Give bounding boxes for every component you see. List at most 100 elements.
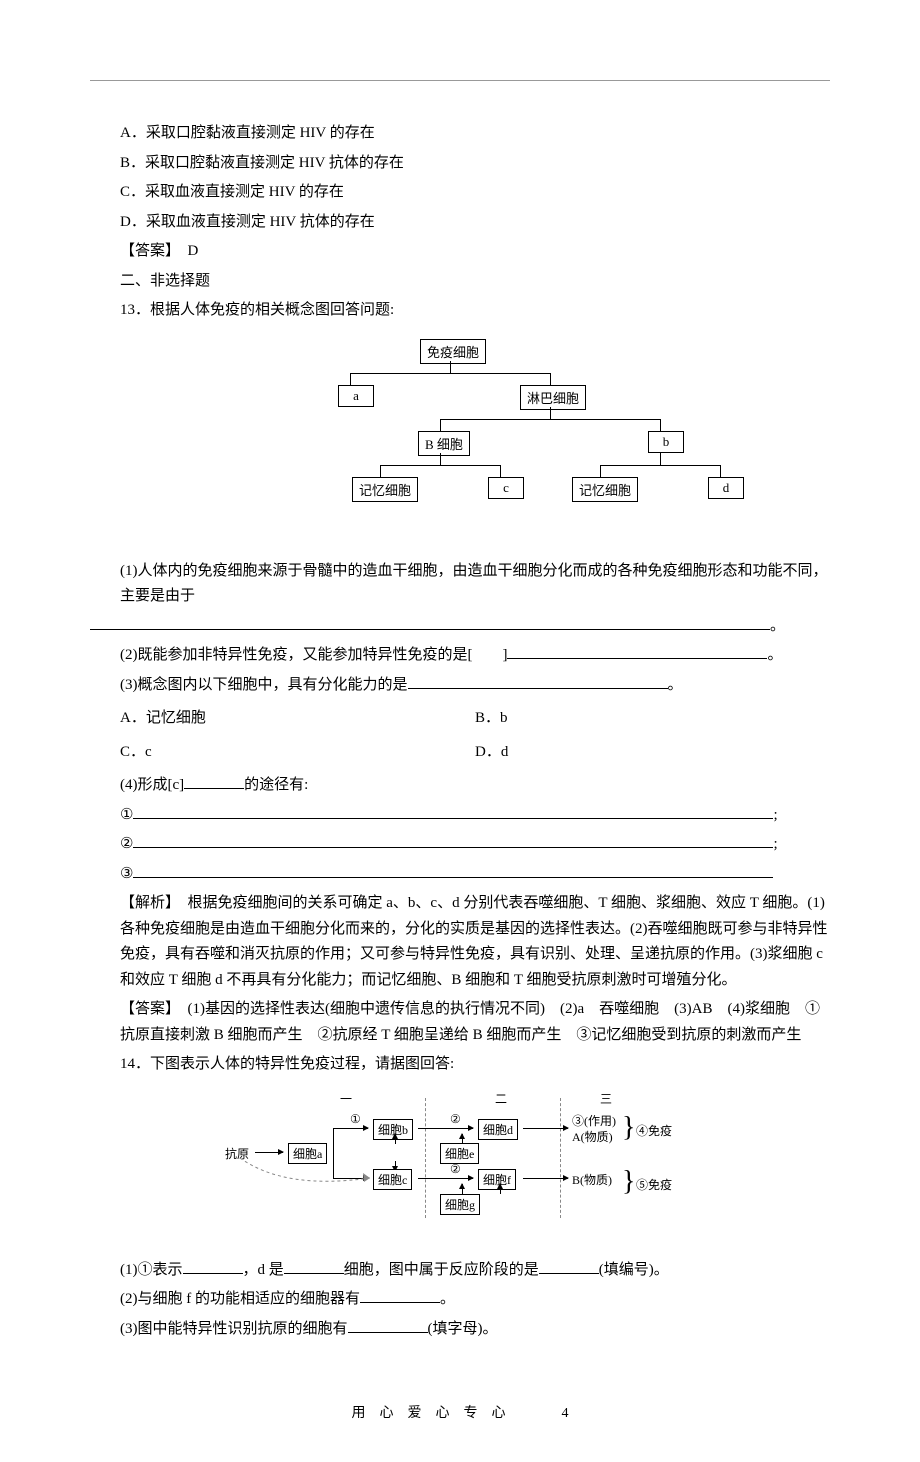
d1-a: a xyxy=(338,385,374,407)
arrow xyxy=(523,1178,568,1179)
cell-e: 细胞e xyxy=(440,1143,479,1164)
option-d: D．采取血液直接测定 HIV 抗体的存在 xyxy=(90,210,830,236)
d1-line xyxy=(600,465,720,466)
option-b: B．采取口腔黏液直接测定 HIV 抗体的存在 xyxy=(90,151,830,177)
stage-2: 二 xyxy=(495,1090,507,1107)
arrow xyxy=(462,1134,463,1144)
analysis-text: 根据免疫细胞间的关系可确定 a、b、c、d 分别代表吞噬细胞、T 细胞、浆细胞、… xyxy=(120,895,828,988)
imm-5: ⑤免疫 xyxy=(636,1176,672,1193)
q13-p2: (2)既能参加非特异性免疫，又能参加特异性免疫的是[ ]。 xyxy=(90,643,830,669)
option-a: A．采取口腔黏液直接测定 HIV 的存在 xyxy=(90,121,830,147)
d1-line xyxy=(720,465,721,477)
brace-1: } xyxy=(622,1114,635,1142)
imm-4: ④免疫 xyxy=(636,1122,672,1139)
q14-stem: 14．下图表示人体的特异性免疫过程，请据图回答: xyxy=(90,1052,830,1078)
d1-d: d xyxy=(708,477,744,499)
section-2-heading: 二、非选择题 xyxy=(90,269,830,295)
stage-3: 三 xyxy=(600,1090,612,1107)
d1-lymph: 淋巴细胞 xyxy=(520,385,586,410)
b-sub: B(物质) xyxy=(572,1171,612,1188)
circ-3: ③(作用) xyxy=(572,1112,616,1129)
footer-motto: 用心爱心专心 xyxy=(352,1406,520,1421)
arrow xyxy=(500,1184,501,1194)
q13-p3-text: (3)概念图内以下细胞中，具有分化能力的是 xyxy=(120,677,408,693)
q13-p1-blank: 。 xyxy=(90,614,830,640)
stage-1: 一 xyxy=(340,1090,352,1107)
top-rule xyxy=(90,80,830,81)
q13-answer: 【答案】 (1)基因的选择性表达(细胞中遗传信息的执行情况不同) (2)a 吞噬… xyxy=(90,997,830,1048)
q13-p1: (1)人体内的免疫细胞来源于骨髓中的造血干细胞，由造血干细胞分化而成的各种免疫细… xyxy=(90,559,830,610)
q13-c1-num: ① xyxy=(120,807,133,823)
q14-diagram: 一 二 三 抗原 细胞a ① 细胞b ② 细胞d ③(作用) A(物质) } ④… xyxy=(220,1090,700,1240)
circ-1: ① xyxy=(350,1112,361,1127)
d1-line xyxy=(440,419,660,420)
arrow xyxy=(523,1128,568,1129)
d1-mem1: 记忆细胞 xyxy=(352,477,418,502)
q13-p4: (4)形成[c] 的途径有: xyxy=(90,773,830,799)
option-c: C．采取血液直接测定 HIV 的存在 xyxy=(90,180,830,206)
page-footer: 用心爱心专心 4 xyxy=(90,1402,830,1422)
d1-line xyxy=(600,465,601,477)
q14-p3b: (填字母)。 xyxy=(428,1321,498,1337)
d1-top: 免疫细胞 xyxy=(420,339,486,364)
dashed-arc xyxy=(225,1152,375,1192)
d1-line xyxy=(350,373,550,374)
d1-line xyxy=(440,419,441,431)
q13-p4b: 的途径有: xyxy=(244,777,308,793)
d1-line xyxy=(440,453,441,465)
q13-diagram: 免疫细胞 a 淋巴细胞 B 细胞 b 记忆细胞 c 记忆细胞 d xyxy=(260,339,660,539)
d1-bcell: B 细胞 xyxy=(418,431,470,456)
d1-line xyxy=(500,465,501,477)
d1-c: c xyxy=(488,477,524,499)
d1-line xyxy=(350,373,351,385)
analysis-label: 【解析】 xyxy=(120,895,173,911)
q13-p3: (3)概念图内以下细胞中，具有分化能力的是。 xyxy=(90,673,830,699)
circ-2b: ② xyxy=(450,1162,461,1177)
q13-c3: ③ xyxy=(90,862,830,888)
q13-c1: ①; xyxy=(90,803,830,829)
footer-page-number: 4 xyxy=(562,1406,569,1422)
q13-c2-num: ② xyxy=(120,836,133,852)
q13-c2: ②; xyxy=(90,832,830,858)
arrow xyxy=(395,1134,396,1144)
q14-p1a: (1)①表示 xyxy=(120,1262,183,1278)
d1-line xyxy=(550,373,551,385)
q14-p1c: 细胞，图中属于反应阶段的是 xyxy=(344,1262,539,1278)
q14-p2a: (2)与细胞 f 的功能相适应的细胞器有 xyxy=(120,1291,360,1307)
q14-p1b: ，d 是 xyxy=(243,1262,284,1278)
d1-line xyxy=(380,465,381,477)
circ-2a: ② xyxy=(450,1112,461,1127)
q13-stem: 13．根据人体免疫的相关概念图回答问题: xyxy=(90,298,830,324)
cell-d: 细胞d xyxy=(478,1119,518,1140)
d1-line xyxy=(380,465,500,466)
answer-12: 【答案】 D xyxy=(90,239,830,265)
d1-line xyxy=(450,361,451,373)
arrow xyxy=(333,1128,368,1129)
cell-c: 细胞c xyxy=(373,1169,412,1190)
d1-mem2: 记忆细胞 xyxy=(572,477,638,502)
q13-c3-num: ③ xyxy=(120,866,133,882)
d1-line xyxy=(660,453,661,465)
d1-line xyxy=(550,407,551,419)
q13-p2-text: (2)既能参加非特异性免疫，又能参加特异性免疫的是[ ] xyxy=(120,647,507,663)
q13-p4a: (4)形成[c] xyxy=(120,777,184,793)
q13-choice-c: C．c xyxy=(120,740,475,766)
answer-label: 【答案】 xyxy=(120,1001,173,1017)
q13-choice-d: D．d xyxy=(475,740,830,766)
cell-g: 细胞g xyxy=(440,1194,480,1215)
q14-p1d: (填编号)。 xyxy=(599,1262,669,1278)
arrow xyxy=(462,1184,463,1194)
d1-line xyxy=(660,419,661,431)
q13-choice-a: A．记忆细胞 xyxy=(120,706,475,732)
brace-2: } xyxy=(622,1168,635,1196)
a-sub: A(物质) xyxy=(572,1128,613,1145)
q14-p2b: 。 xyxy=(440,1291,455,1307)
q13-choice-b: B．b xyxy=(475,706,830,732)
q14-p1: (1)①表示 ，d 是 细胞，图中属于反应阶段的是 (填编号)。 xyxy=(90,1258,830,1284)
q14-p2: (2)与细胞 f 的功能相适应的细胞器有 。 xyxy=(90,1287,830,1313)
dash-2 xyxy=(560,1098,561,1218)
arrow xyxy=(418,1178,473,1179)
arrow xyxy=(418,1128,473,1129)
d1-b: b xyxy=(648,431,684,453)
answer-text: (1)基因的选择性表达(细胞中遗传信息的执行情况不同) (2)a 吞噬细胞 (3… xyxy=(120,1001,820,1043)
